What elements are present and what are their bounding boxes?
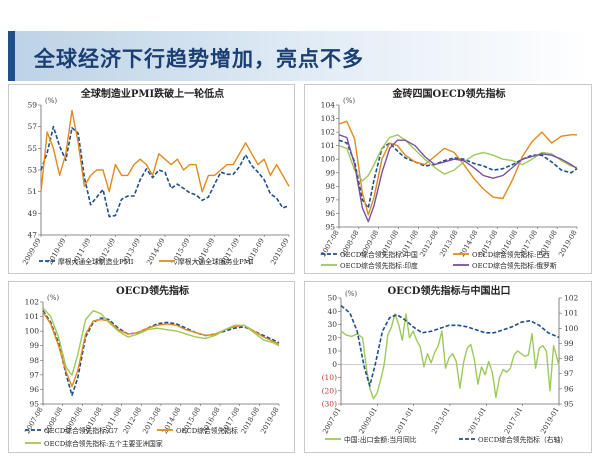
y-tick-label: 100 [321, 155, 336, 164]
series-line-0 [338, 139, 578, 209]
x-tick-label: 2018-08 [240, 406, 261, 435]
legend-label: OECD综合领先指标:五个主要亚洲国家 [44, 439, 163, 448]
legend-label: OECD综合领先指标:G7 [44, 426, 118, 435]
y-tick-label: 0 [332, 360, 337, 369]
x-tick-label: 2009-01 [358, 406, 379, 435]
y-tick-label: 102 [25, 298, 40, 307]
y-tick-label: 100 [25, 327, 40, 336]
y-tick-label: 98 [325, 182, 335, 191]
unit-label: (%) [345, 290, 357, 298]
series-line-1 [340, 304, 560, 387]
legend-label: OECD综合领先指标:中国 [340, 250, 418, 259]
y-tick-label: 101 [25, 312, 39, 321]
chart-panel-oecd-leading: OECD领先指标 (%) 95 96 97 98 99 100 101 102 2007-08 200… [8, 281, 295, 453]
y2-tick-label: 97 [564, 369, 574, 378]
x-tick-label: 2015-01 [467, 406, 488, 435]
y-tick-label: 10 [327, 347, 337, 356]
y-tick-label: 104 [321, 101, 336, 110]
y-tick-label: 53 [27, 166, 37, 175]
y-tick-label: 97 [29, 370, 39, 379]
x-tick-label: 2019-08 [557, 229, 578, 258]
y-tick-label: 50 [327, 294, 337, 303]
x-tick-label: 2019-08 [259, 406, 280, 435]
y-tick-label: (30) [322, 400, 337, 409]
y-tick-label: 51 [27, 187, 37, 196]
legend-label: OECD综合领先指标（右轴） [478, 435, 567, 444]
y-tick-label: (20) [322, 386, 337, 395]
y-tick-label: 98 [29, 356, 39, 365]
x-tick-label: 2013-01 [430, 406, 451, 435]
y-tick-label: 96 [29, 385, 39, 394]
legend-label: 中国:出口金额:当月同比 [344, 435, 417, 444]
y-tick-label: 97 [325, 195, 335, 204]
y2-tick-label: 99 [564, 339, 574, 348]
x-tick-label: 2012-08 [418, 229, 439, 258]
title-accent-bar [8, 31, 15, 81]
y-tick-label: 47 [27, 231, 37, 240]
unit-label: (%) [343, 97, 355, 105]
chart-title: 金砖四国OECD领先指标 [392, 87, 506, 100]
y-tick-label: 30 [327, 320, 337, 329]
y-tick-label: 103 [321, 114, 336, 123]
chart-title: OECD领先指标与中国出口 [388, 284, 511, 297]
y-tick-label: 102 [321, 128, 336, 137]
y-tick-label: 101 [321, 141, 335, 150]
series-line-0 [42, 310, 280, 397]
legend-label: OECD综合领先指标:巴西 [472, 250, 550, 259]
legend-label: 摩根大通全球服务业PMI [178, 257, 254, 266]
y2-tick-label: 98 [564, 354, 574, 363]
x-tick-label: 2007-01 [321, 406, 342, 435]
series-line-0 [40, 125, 290, 218]
y-tick-label: 57 [27, 122, 37, 131]
y2-tick-label: 95 [564, 400, 574, 409]
y-tick-label: 99 [325, 168, 335, 177]
x-tick-label: 2019-09 [269, 237, 290, 266]
y2-tick-label: 100 [564, 324, 579, 333]
y-tick-label: 20 [327, 333, 337, 342]
unit-label: (%) [45, 97, 57, 105]
y-tick-label: 96 [325, 209, 335, 218]
series-line-1 [40, 109, 290, 193]
y-tick-label: 99 [29, 341, 39, 350]
series-line-1 [338, 120, 577, 216]
oecd-leading-chart: OECD领先指标(%)95969798991001011022007-08200… [23, 284, 280, 448]
chart-title: OECD领先指标 [116, 284, 189, 297]
chart-panel-global-pmi: 全球制造业PMI跌破上一轮低点 (%) 47 49 51 53 55 57 59 2009-09 2… [8, 84, 295, 274]
legend-label: OECD综合领先指标:俄罗斯 [472, 261, 557, 270]
series-line-2 [42, 307, 280, 376]
chart-panel-oecd-china-export: OECD领先指标与中国出口 (%) (30) (20) (10) 0 10 20 30 40 50 9… [304, 281, 592, 453]
legend-label: OECD综合领先指标 [176, 426, 238, 435]
y-tick-label: (10) [322, 373, 337, 382]
x-tick-label: 2019-01 [539, 406, 560, 435]
series-line-1 [42, 311, 280, 388]
title-banner [8, 31, 592, 81]
x-tick-label: 2012-08 [122, 406, 143, 435]
oecd-china-export-chart: OECD领先指标与中国出口 (%) (30) (20) (10) 0 10 20 30 40 50 9… [321, 284, 579, 444]
series-line-0 [340, 313, 560, 400]
y2-tick-label: 101 [564, 309, 578, 318]
y-tick-label: 95 [325, 223, 335, 232]
legend-label: OECD综合领先指标:印度 [340, 261, 418, 270]
x-tick-label: 2011-01 [394, 406, 415, 435]
y-tick-label: 95 [29, 400, 39, 409]
bric-oecd-chart: 金砖四国OECD领先指标 (%) 95 96 97 98 99 100 101 102 103 104… [319, 87, 578, 270]
y-tick-label: 49 [27, 209, 37, 218]
chart-title: 全球制造业PMI跌破上一轮低点 [80, 87, 224, 100]
chart-panel-bric-oecd: 金砖四国OECD领先指标 (%) 95 96 97 98 99 100 101 102 103 104… [304, 84, 592, 274]
slide-title: 全球经济下行趋势增加，亮点不多 [34, 47, 364, 71]
y-tick-label: 55 [27, 144, 37, 153]
y-tick-label: 59 [27, 101, 37, 110]
y2-tick-label: 96 [564, 384, 574, 393]
x-tick-label: 2017-01 [503, 406, 524, 435]
y-tick-label: 40 [327, 307, 337, 316]
legend-label: 摩根大通全球制造业PMI [58, 257, 134, 266]
series-line-3 [338, 134, 578, 223]
unit-label: (%) [47, 294, 59, 302]
y2-tick-label: 102 [564, 294, 579, 303]
